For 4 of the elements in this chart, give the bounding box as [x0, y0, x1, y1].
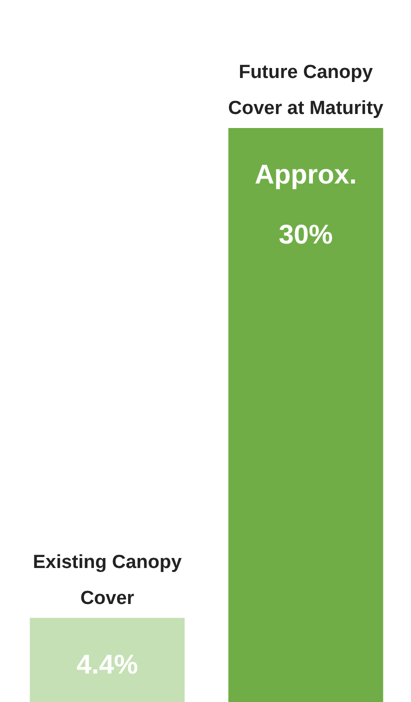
- data-label: 4.4%: [76, 649, 138, 680]
- x-tick-label: Future Canopy Cover at Maturity: [228, 62, 384, 119]
- x-tick-label: Existing Canopy Cover: [32, 552, 182, 609]
- data-label: Approx. 30%: [254, 159, 357, 250]
